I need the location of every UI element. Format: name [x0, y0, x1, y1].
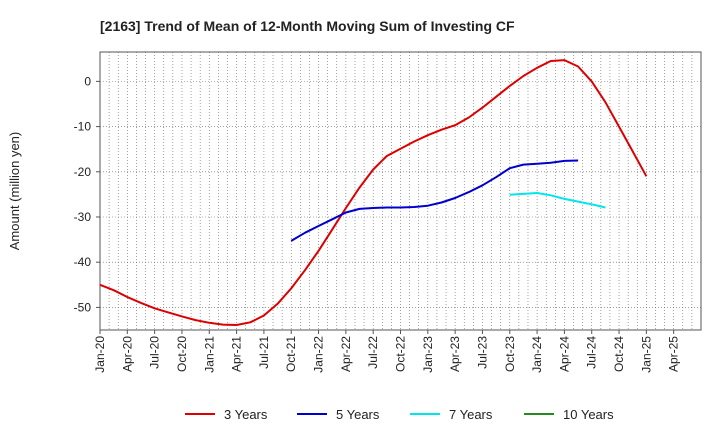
y-axis-ticks: 0 -10 -20 -30 -40 -50 [74, 74, 100, 314]
x-tick-label: Jan-24 [530, 336, 544, 373]
legend-label: 5 Years [336, 407, 380, 422]
x-tick-label: Jul-21 [257, 336, 271, 369]
x-tick-label: Jan-23 [421, 336, 435, 373]
x-tick-label: Oct-22 [394, 336, 408, 372]
series-line [290, 159, 579, 242]
x-tick-label: Jul-20 [148, 336, 162, 369]
x-tick-label: Apr-24 [557, 336, 571, 372]
x-tick-label: Oct-20 [175, 336, 189, 372]
x-tick-label: Jan-21 [202, 336, 216, 373]
y-tick-label: -50 [74, 300, 92, 314]
x-tick-label: Jan-22 [312, 336, 326, 373]
series-line [509, 192, 606, 209]
y-tick-label: -10 [74, 120, 92, 134]
chart-title: [2163] Trend of Mean of 12-Month Moving … [100, 18, 515, 34]
x-tick-label: Apr-25 [667, 336, 681, 372]
x-tick-label: Oct-24 [612, 336, 626, 372]
legend-label: 7 Years [449, 407, 493, 422]
x-tick-label: Apr-21 [230, 336, 244, 372]
y-tick-label: 0 [84, 74, 91, 88]
x-tick-label: Apr-22 [339, 336, 353, 372]
series-line [99, 59, 648, 326]
y-axis-title: Amount (million yen) [7, 132, 22, 251]
x-axis-ticks: Jan-20 Apr-20 Jul-20 Oct-20 Jan-21 Apr-21 Jul-… [93, 330, 681, 373]
gridlines [100, 52, 701, 330]
x-tick-label: Jan-25 [639, 336, 653, 373]
y-tick-label: -40 [74, 255, 92, 269]
x-tick-label: Jan-20 [93, 336, 107, 373]
x-tick-label: Jul-24 [585, 336, 599, 369]
y-tick-label: -20 [74, 165, 92, 179]
x-tick-label: Jul-23 [475, 336, 489, 369]
x-tick-label: Oct-21 [284, 336, 298, 372]
x-tick-label: Oct-23 [503, 336, 517, 372]
x-tick-label: Apr-23 [448, 336, 462, 372]
legend: 3 Years 5 Years 7 Years 10 Years [185, 407, 614, 422]
y-tick-label: -30 [74, 210, 92, 224]
x-tick-label: Apr-20 [120, 336, 134, 372]
series-lines [99, 59, 648, 326]
legend-label: 3 Years [224, 407, 268, 422]
legend-label: 10 Years [563, 407, 614, 422]
x-tick-label: Jul-22 [366, 336, 380, 369]
